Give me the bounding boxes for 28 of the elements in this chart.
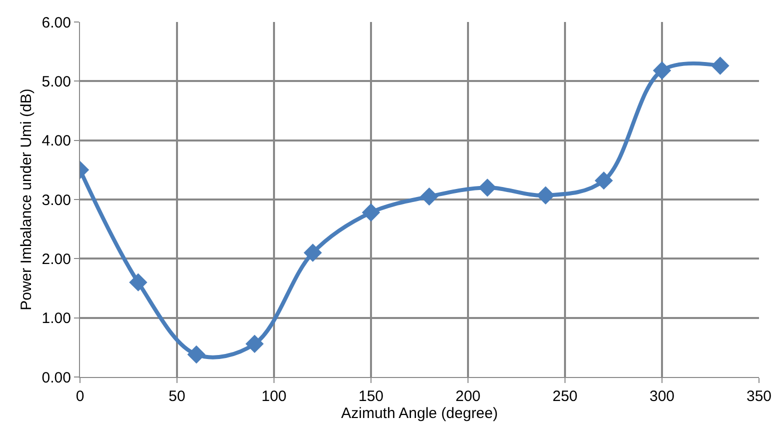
point	[304, 244, 322, 262]
point	[652, 61, 672, 80]
x-tick-label: 250	[552, 388, 578, 405]
x-tick-label: 50	[168, 388, 186, 405]
y-tick-label: 5.00	[42, 73, 71, 90]
x-tick-label: 100	[261, 388, 287, 405]
x-tick-label: 300	[649, 388, 675, 405]
point	[594, 171, 613, 190]
x-tick-label: 200	[455, 388, 481, 405]
point	[536, 186, 555, 204]
y-tick-label: 6.00	[42, 14, 71, 32]
y-tick-label: 1.00	[42, 310, 71, 328]
point	[711, 56, 730, 75]
x-tick-label: 0	[76, 388, 84, 405]
point	[478, 178, 496, 197]
y-axis-title: Power Imbalance under Umi (dB)	[18, 88, 36, 310]
x-axis-title: Azimuth Angle (degree)	[341, 405, 498, 422]
x-tick-label: 150	[358, 388, 384, 405]
point	[246, 334, 264, 353]
y-tick-label: 0.00	[42, 369, 71, 386]
y-tick-label: 3.00	[42, 192, 71, 209]
point	[420, 187, 438, 206]
y-tick-label: 2.00	[42, 250, 71, 268]
point	[187, 345, 206, 364]
point	[129, 273, 148, 292]
y-tick-label: 4.00	[42, 132, 71, 150]
x-tick-label: 350	[746, 388, 772, 405]
point	[362, 203, 380, 222]
